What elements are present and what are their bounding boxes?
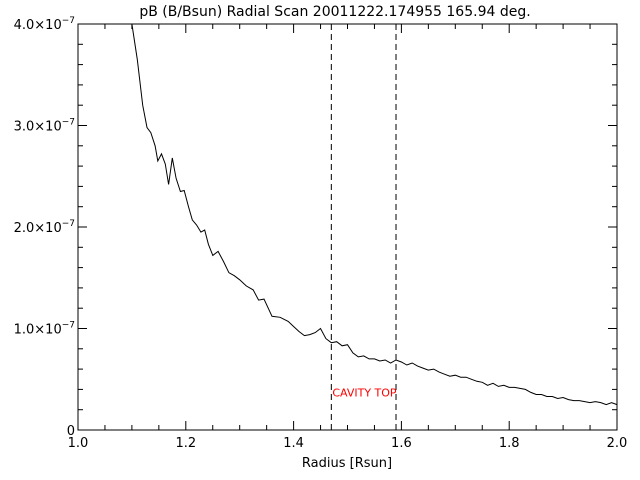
y-tick-label: 1.0×10−7 <box>14 321 75 338</box>
y-tick-labels: 0 1.0×10−7 2.0×10−7 3.0×10−7 4.0×10−7 <box>14 16 75 439</box>
cavity-top-label: CAVITY TOP <box>332 387 397 400</box>
x-axis-label: Radius [Rsun] <box>302 456 392 471</box>
x-tick-label: 1.4 <box>283 436 304 451</box>
y-tick-label: 0 <box>67 424 75 439</box>
x-tick-label: 1.0 <box>68 436 89 451</box>
x-tick-label: 1.8 <box>499 436 520 451</box>
data-series <box>131 23 618 406</box>
x-tick-labels: 1.0 1.2 1.4 1.6 1.8 2.0 <box>68 436 628 451</box>
y-tick-label: 4.0×10−7 <box>14 16 75 33</box>
marker-lines <box>330 24 397 430</box>
y-tick-label: 3.0×10−7 <box>14 118 75 135</box>
axis-ticks <box>77 23 618 431</box>
y-tick-label: 2.0×10−7 <box>14 219 75 236</box>
x-tick-label: 2.0 <box>607 436 628 451</box>
chart-title: pB (B/Bsun) Radial Scan 20011222.174955 … <box>139 4 530 20</box>
x-tick-label: 1.2 <box>175 436 196 451</box>
x-tick-label: 1.6 <box>391 436 412 451</box>
pb-series-line <box>131 23 618 406</box>
annotations: CAVITY TOP <box>332 387 397 400</box>
